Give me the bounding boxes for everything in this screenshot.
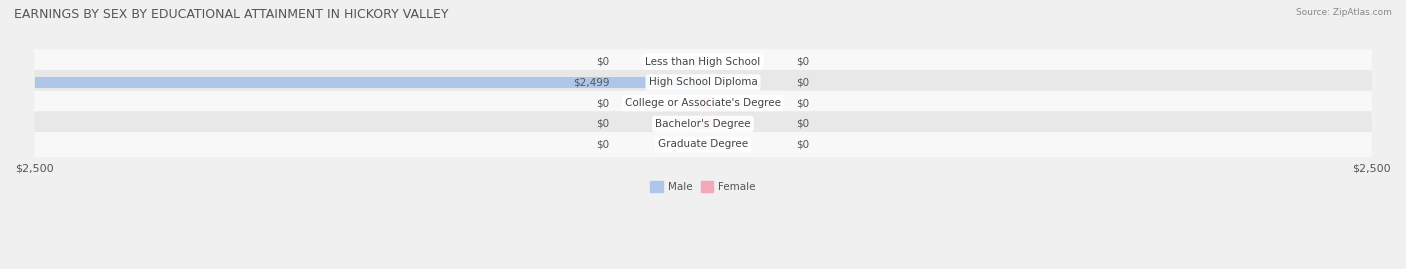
- Bar: [703, 139, 711, 150]
- Text: $0: $0: [797, 77, 810, 87]
- FancyBboxPatch shape: [34, 132, 1372, 157]
- Bar: [703, 97, 711, 109]
- Bar: [703, 56, 711, 68]
- Text: $0: $0: [797, 140, 810, 150]
- FancyBboxPatch shape: [34, 111, 1372, 136]
- FancyBboxPatch shape: [34, 49, 1372, 74]
- Text: $0: $0: [596, 98, 609, 108]
- Text: High School Diploma: High School Diploma: [648, 77, 758, 87]
- Text: $0: $0: [596, 140, 609, 150]
- FancyBboxPatch shape: [34, 70, 1372, 95]
- Text: $0: $0: [797, 57, 810, 67]
- Text: $0: $0: [797, 98, 810, 108]
- Text: Less than High School: Less than High School: [645, 57, 761, 67]
- Text: EARNINGS BY SEX BY EDUCATIONAL ATTAINMENT IN HICKORY VALLEY: EARNINGS BY SEX BY EDUCATIONAL ATTAINMEN…: [14, 8, 449, 21]
- FancyBboxPatch shape: [34, 91, 1372, 116]
- Bar: [703, 118, 711, 129]
- Bar: [695, 118, 703, 129]
- Bar: [695, 139, 703, 150]
- Text: Graduate Degree: Graduate Degree: [658, 140, 748, 150]
- Bar: [35, 77, 703, 88]
- Text: $2,499: $2,499: [572, 77, 609, 87]
- Legend: Male, Female: Male, Female: [645, 177, 761, 196]
- Bar: [703, 77, 711, 88]
- Bar: [695, 56, 703, 68]
- Bar: [695, 97, 703, 109]
- Text: $0: $0: [596, 119, 609, 129]
- Text: $0: $0: [596, 57, 609, 67]
- Text: Bachelor's Degree: Bachelor's Degree: [655, 119, 751, 129]
- Text: Source: ZipAtlas.com: Source: ZipAtlas.com: [1296, 8, 1392, 17]
- Text: College or Associate's Degree: College or Associate's Degree: [626, 98, 780, 108]
- Text: $0: $0: [797, 119, 810, 129]
